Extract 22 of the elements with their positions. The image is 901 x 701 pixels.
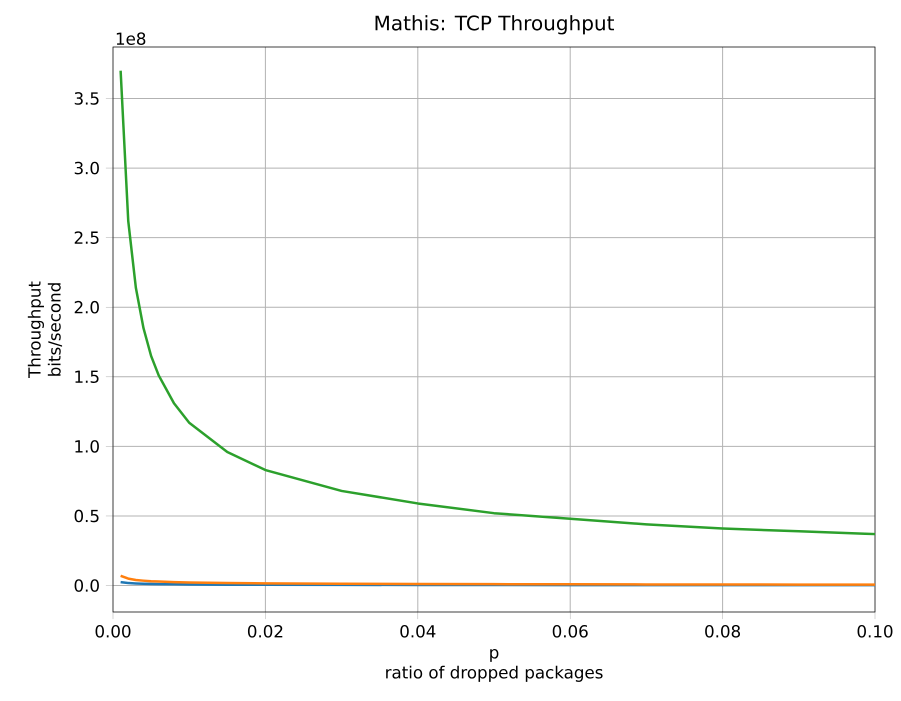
chart-title: Mathis: TCP Throughput [376, 15, 614, 34]
y-tick-label: 3.0 [74, 162, 99, 174]
x-tick-label: 0.06 [552, 624, 588, 638]
y-tick-label: 2.0 [74, 300, 99, 314]
y-tick-label: 2.5 [74, 231, 99, 244]
x-tick-label: 0.10 [858, 624, 892, 638]
y-tick-label: 0.0 [74, 579, 99, 592]
text: ratio of dropped packages [386, 666, 603, 682]
x-tick-label: 0.00 [96, 624, 130, 638]
text: Throughput [28, 281, 44, 378]
text: bits/second [48, 283, 62, 376]
text: 1e8 [116, 32, 146, 45]
y-tick-label: 1.0 [75, 440, 99, 453]
x-tick-label: 0.04 [400, 624, 436, 638]
x-tick-label: 0.08 [705, 624, 740, 638]
y-tick-label: 3.5 [74, 92, 99, 105]
text: p [490, 649, 498, 662]
x-tick-label: 0.02 [248, 624, 282, 638]
line-series [119, 69, 876, 536]
y-tick-label: 0.5 [74, 510, 99, 522]
line-series [119, 574, 876, 586]
y-tick-label: 1.5 [75, 370, 99, 384]
